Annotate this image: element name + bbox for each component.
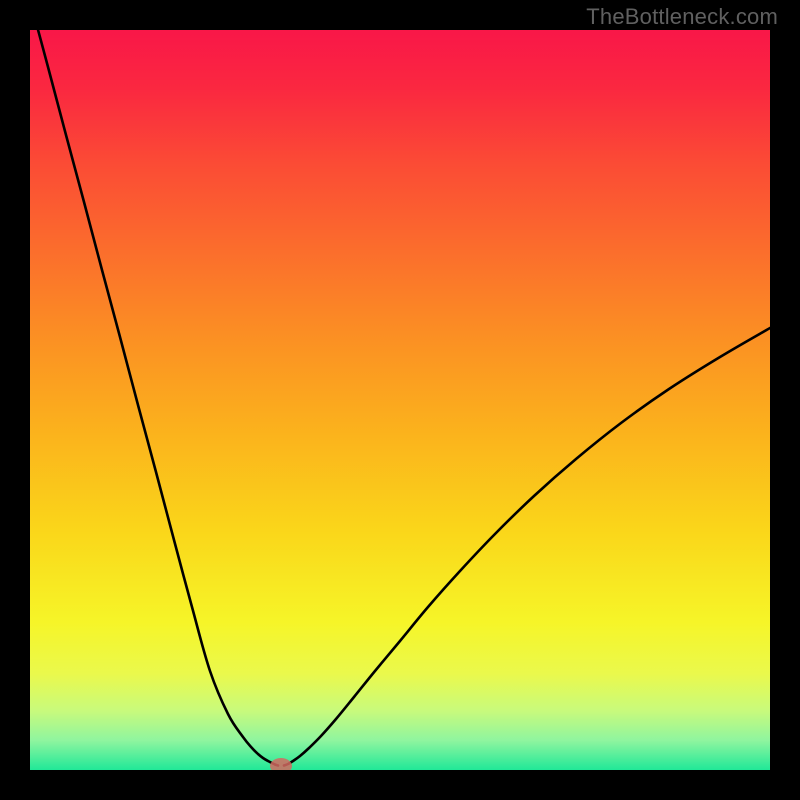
chart-svg (30, 30, 770, 770)
plot-area (30, 30, 770, 770)
gradient-background (30, 30, 770, 770)
watermark-text: TheBottleneck.com (586, 4, 778, 30)
